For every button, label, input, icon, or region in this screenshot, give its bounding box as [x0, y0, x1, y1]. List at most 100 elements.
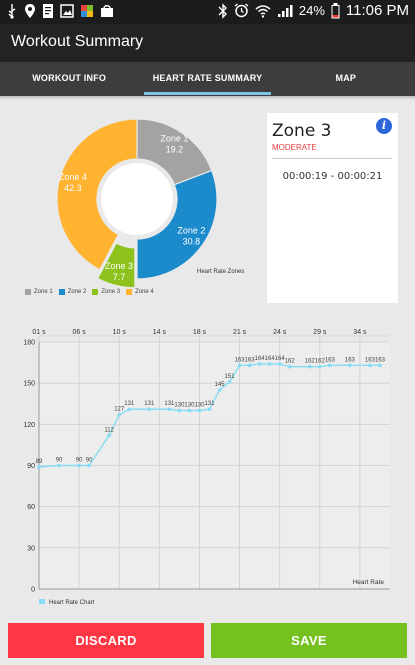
zones-legend: Zone 1 Zone 2 Zone 3 Zone 4 [25, 289, 154, 295]
point-label: 162 [285, 359, 296, 365]
data-point[interactable] [217, 388, 222, 392]
data-point[interactable] [287, 364, 292, 369]
legend-zone-3: Zone 3 [92, 289, 120, 295]
battery-icon [331, 2, 340, 19]
legend-zone-2: Zone 2 [58, 289, 87, 295]
data-point[interactable] [328, 363, 332, 368]
pie-slice-zone-3[interactable] [96, 242, 136, 289]
x-tick-label: 06 s [72, 329, 86, 336]
point-label: 131 [204, 401, 215, 407]
page-title: Workout Summary [11, 33, 144, 50]
zone-time-range: 00:00:19 - 00:00:21 [282, 171, 383, 182]
data-point[interactable] [237, 363, 242, 368]
tab-heart-rate-summary[interactable]: HEART RATE SUMMARY [138, 62, 276, 96]
point-label: 163 [325, 357, 336, 363]
x-tick-label: 34 s [353, 329, 367, 336]
point-label: 162 [305, 359, 316, 365]
zone-1-swatch [25, 289, 31, 295]
zone-intensity: MODERATE [272, 143, 317, 152]
status-bar: 24% 11:06 PM [0, 0, 415, 24]
point-label: 131 [164, 401, 175, 407]
tab-map[interactable]: MAP [335, 73, 357, 83]
point-label: 90 [86, 458, 93, 464]
data-point[interactable] [307, 364, 312, 369]
legend-zone-1: Zone 1 [25, 289, 53, 295]
legend-zone-3-label: Zone 3 [101, 289, 121, 295]
tab-workout-info[interactable]: WORKOUT INFO [32, 73, 107, 83]
zone-3-swatch [92, 289, 99, 295]
data-point[interactable] [167, 407, 172, 412]
clock: 11:06 PM [345, 2, 409, 19]
data-point[interactable] [267, 362, 272, 366]
discard-button[interactable]: DISCARD [8, 623, 204, 658]
heart-rate-line-chart[interactable]: 01 s 06 s 10 s 14 s 18 s 21 s 24 s 29 s 34 s 0 30 6… [10, 322, 405, 612]
pie-label-zone-1: Zone 1 [160, 134, 188, 144]
pie-label-zone-4: Zone 4 [59, 172, 87, 182]
info-icon[interactable]: i [376, 118, 392, 134]
line-legend-label: Heart Rate Chart [49, 600, 95, 606]
data-point[interactable] [147, 407, 152, 412]
data-point[interactable] [378, 363, 382, 368]
data-point[interactable] [368, 363, 372, 368]
y-tick-label: 120 [23, 422, 35, 429]
x-tick-label: 18 s [193, 329, 207, 336]
alarm-icon [234, 3, 249, 18]
data-point[interactable] [177, 408, 182, 413]
x-tick-label: 21 s [233, 329, 247, 336]
data-point[interactable] [57, 463, 61, 468]
data-point[interactable] [77, 463, 81, 468]
pie-value-zone-3: 7.7 [113, 272, 126, 282]
legend-zone-4-label: Zone 4 [135, 289, 154, 295]
line-legend-swatch [39, 599, 45, 604]
zone-2-swatch [58, 289, 65, 295]
pie-slice-zone-4[interactable] [56, 118, 138, 271]
pie-label-zone-3: Zone 3 [105, 261, 133, 271]
image-icon [60, 4, 74, 18]
data-point[interactable] [247, 363, 252, 368]
point-label: 164 [275, 356, 286, 362]
tab-bar: WORKOUT INFO HEART RATE SUMMARY MAP [0, 62, 415, 96]
x-tick-label: 01 s [32, 329, 46, 336]
data-point[interactable] [348, 363, 352, 368]
y-tick-label: 60 [27, 504, 35, 511]
point-label: 127 [114, 407, 125, 413]
y-tick-label: 90 [27, 463, 35, 470]
data-point[interactable] [107, 433, 111, 438]
data-point[interactable] [277, 362, 282, 366]
data-point[interactable] [318, 364, 322, 369]
point-label: 151 [225, 374, 236, 380]
point-label: 90 [76, 458, 83, 464]
data-point[interactable] [87, 463, 91, 468]
point-label: 89 [36, 459, 43, 465]
x-tick-label: 29 s [313, 329, 327, 336]
point-label: 131 [144, 401, 155, 407]
save-button[interactable]: SAVE [211, 623, 407, 658]
y-tick-label: 150 [23, 381, 35, 388]
app-icon [80, 4, 94, 18]
y-tick-label: 180 [23, 340, 35, 347]
y-tick-label: 0 [31, 587, 35, 594]
app-bar: Workout Summary [0, 24, 415, 62]
point-label: 163 [365, 357, 376, 363]
legend-zone-2-label: Zone 2 [67, 289, 87, 295]
series-name-label: Heart Rate [353, 579, 385, 586]
data-point[interactable] [227, 379, 232, 384]
data-point[interactable] [197, 408, 202, 413]
usb-icon [6, 3, 18, 19]
x-tick-label: 24 s [273, 329, 287, 336]
data-point[interactable] [207, 407, 212, 412]
zone-4-swatch [126, 289, 133, 295]
pie-slice-zone-2[interactable] [136, 169, 218, 280]
data-point[interactable] [257, 362, 262, 366]
pie-value-zone-4: 42.3 [64, 183, 82, 193]
data-point[interactable] [37, 465, 41, 469]
document-icon [42, 3, 54, 19]
heart-rate-zones-chart[interactable]: Zone 1 19.2 Zone 2 30.8 Zone 3 7.7 Zone 4 42.3 H… [22, 113, 262, 303]
data-point[interactable] [117, 412, 122, 417]
bluetooth-icon [218, 2, 228, 19]
data-point[interactable] [187, 408, 192, 413]
x-tick-label: 10 s [113, 329, 127, 336]
data-point[interactable] [127, 407, 132, 412]
point-label: 163 [345, 357, 356, 363]
wifi-icon [255, 4, 271, 18]
